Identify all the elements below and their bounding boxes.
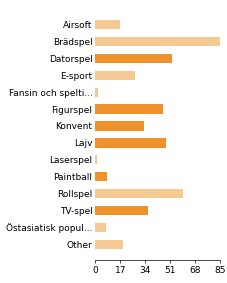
Bar bbox=[95, 121, 144, 131]
Bar bbox=[95, 104, 163, 114]
Bar bbox=[95, 240, 123, 249]
Bar bbox=[95, 189, 183, 198]
Bar bbox=[95, 54, 172, 63]
Bar bbox=[95, 138, 166, 147]
Bar bbox=[95, 87, 98, 97]
Bar bbox=[95, 206, 148, 215]
Bar bbox=[95, 223, 106, 232]
Bar bbox=[95, 20, 120, 29]
Bar bbox=[95, 71, 135, 80]
Bar bbox=[95, 155, 97, 164]
Bar bbox=[95, 172, 107, 181]
Bar bbox=[95, 37, 220, 46]
